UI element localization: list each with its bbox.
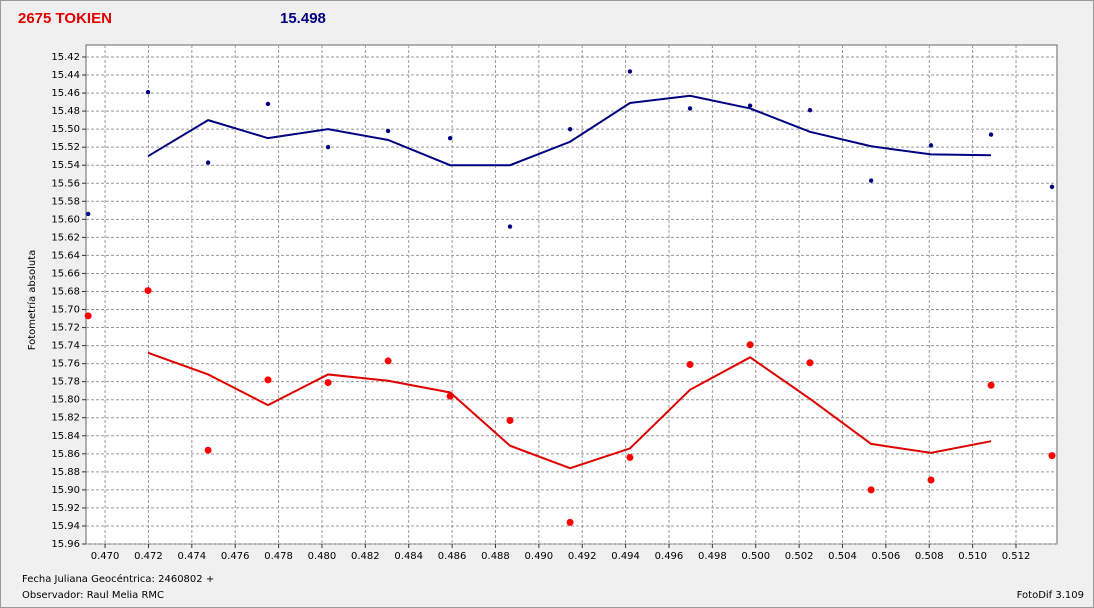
observer: Observador: Raul Melia RMC: [22, 590, 164, 601]
x-tick-label: 0.472: [134, 551, 163, 562]
y-tick-label: 15.90: [51, 485, 80, 496]
data-point: [927, 476, 935, 484]
y-tick-label: 15.54: [51, 160, 80, 171]
y-tick-label: 15.72: [51, 323, 80, 334]
data-point: [385, 128, 391, 134]
x-axis-label: Fecha Juliana Geocéntrica: 2460802 +: [22, 573, 214, 585]
y-tick-label: 15.66: [51, 268, 80, 279]
data-point: [687, 106, 693, 111]
x-tick-label: 0.512: [1002, 551, 1031, 562]
y-tick-label: 15.76: [51, 359, 80, 370]
y-tick-label: 15.60: [51, 214, 80, 225]
x-tick-label: 0.474: [178, 551, 207, 562]
y-tick-label: 15.58: [51, 196, 80, 207]
x-tick-label: 0.484: [394, 551, 423, 562]
y-tick-label: 15.74: [51, 341, 80, 352]
x-tick-label: 0.486: [438, 551, 467, 562]
x-tick-label: 0.506: [872, 551, 901, 562]
data-point: [746, 341, 754, 349]
data-point: [988, 132, 994, 137]
data-point: [747, 103, 753, 108]
data-point: [447, 135, 453, 141]
x-tick-label: 0.494: [611, 551, 640, 562]
x-tick-label: 0.482: [351, 551, 380, 562]
data-line: [147, 351, 992, 470]
y-tick-label: 15.82: [51, 413, 80, 424]
y-tick-label: 15.86: [51, 449, 80, 460]
y-tick-label: 15.44: [51, 70, 80, 81]
data-point: [144, 287, 152, 295]
plot-area: [85, 44, 1058, 545]
data-point: [324, 379, 332, 387]
data-point: [567, 126, 573, 132]
x-tick-label: 0.500: [741, 551, 770, 562]
x-tick-label: 0.502: [785, 551, 814, 562]
y-tick-label: 15.94: [51, 521, 80, 532]
data-point: [507, 224, 513, 229]
y-tick-label: 15.42: [51, 52, 80, 63]
data-point: [686, 361, 694, 369]
x-tick-label: 0.504: [828, 551, 857, 562]
data-point: [868, 178, 874, 183]
y-tick-label: 15.56: [51, 178, 80, 189]
x-tick-label: 0.470: [91, 551, 120, 562]
x-tick-label: 0.492: [568, 551, 597, 562]
x-tick-label: 0.496: [655, 551, 684, 562]
data-point: [84, 312, 92, 320]
x-tick-label: 0.476: [221, 551, 250, 562]
chart-title: 2675 TOKIEN: [18, 10, 112, 27]
data-point: [807, 108, 813, 113]
y-tick-label: 15.80: [51, 395, 80, 406]
y-tick-label: 15.96: [51, 539, 80, 550]
data-point: [1049, 184, 1055, 190]
data-point: [627, 69, 633, 74]
x-tick-label: 0.478: [264, 551, 293, 562]
y-tick-label: 15.48: [51, 106, 80, 117]
data-point: [506, 416, 514, 424]
data-point: [85, 211, 91, 217]
y-tick-label: 15.70: [51, 305, 80, 316]
software-version: FotoDif 3.109: [1017, 590, 1084, 601]
y-tick-label: 15.52: [51, 142, 80, 153]
y-tick-label: 15.68: [51, 286, 80, 297]
data-point: [205, 160, 211, 165]
y-tick-label: 15.64: [51, 250, 80, 261]
data-point: [806, 359, 814, 367]
y-axis-label: Fotometría absoluta: [26, 250, 38, 351]
y-tick-label: 15.50: [51, 124, 80, 135]
data-point: [928, 143, 934, 148]
data-point: [204, 446, 212, 454]
data-point: [384, 357, 392, 365]
x-tick-label: 0.490: [525, 551, 554, 562]
data-point: [1048, 452, 1056, 460]
y-tick-label: 15.78: [51, 377, 80, 388]
data-point: [264, 376, 272, 384]
y-tick-label: 15.88: [51, 467, 80, 478]
data-point: [566, 518, 574, 526]
x-tick-label: 0.480: [308, 551, 337, 562]
y-tick-label: 15.84: [51, 431, 80, 442]
data-point: [145, 89, 151, 95]
x-tick-label: 0.510: [958, 551, 987, 562]
data-point: [987, 381, 995, 389]
magnitude-value: 15.498: [280, 10, 326, 27]
y-tick-label: 15.46: [51, 88, 80, 99]
x-tick-label: 0.488: [481, 551, 510, 562]
y-tick-label: 15.62: [51, 232, 80, 243]
x-tick-label: 0.498: [698, 551, 727, 562]
y-tick-label: 15.92: [51, 503, 80, 514]
data-point: [867, 486, 875, 494]
data-point: [325, 144, 331, 150]
data-line: [147, 94, 992, 167]
data-point: [265, 101, 271, 107]
x-tick-label: 0.508: [915, 551, 944, 562]
data-point: [626, 453, 634, 461]
